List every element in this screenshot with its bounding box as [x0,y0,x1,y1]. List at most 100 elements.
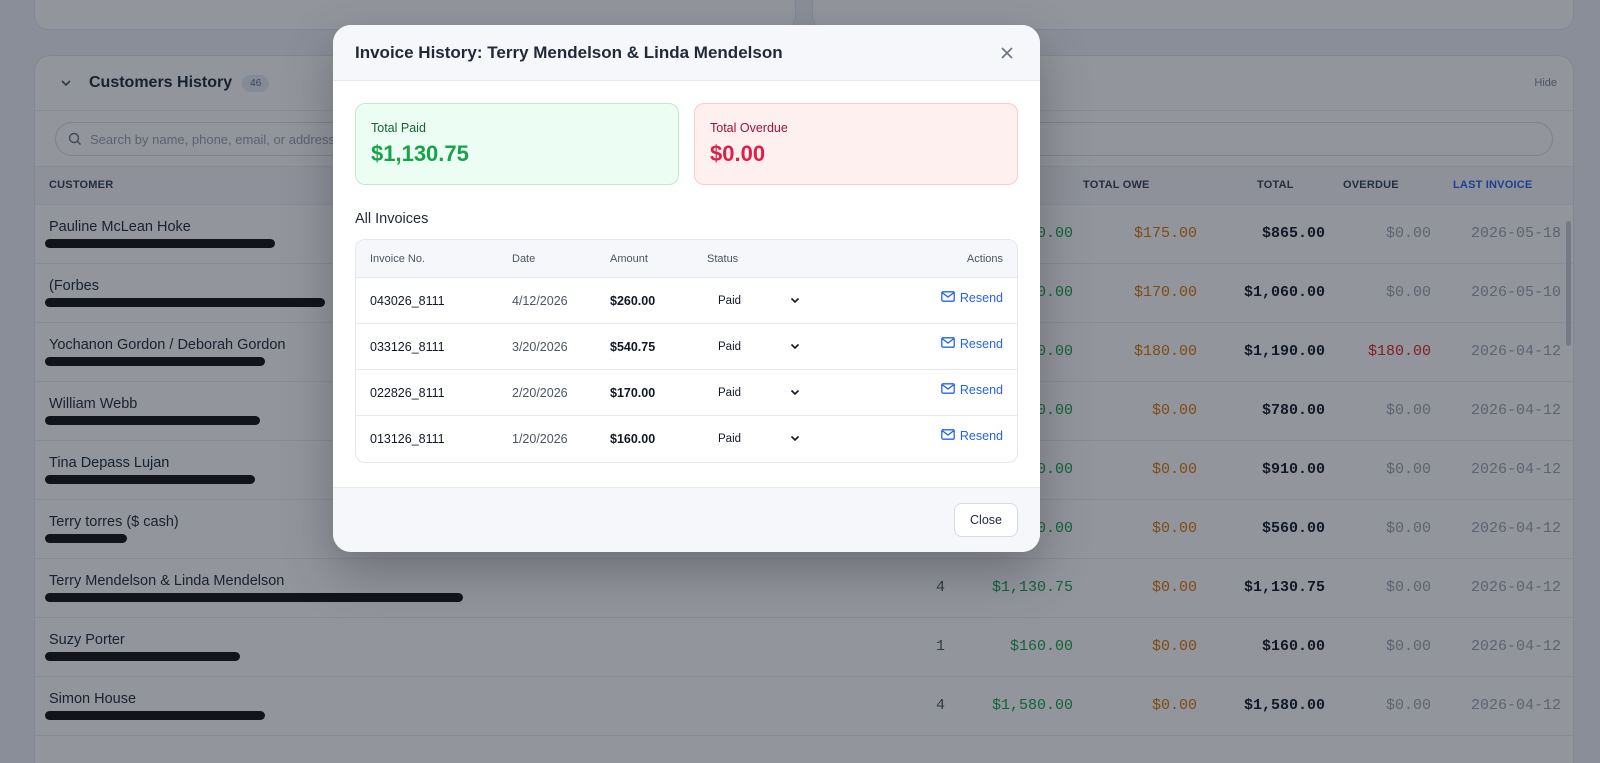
resend-label: Resend [959,291,1003,305]
count-badge: 46 [242,74,270,92]
hide-button[interactable]: Hide [1534,77,1557,89]
total-overdue-card: Total Overdue $0.00 [694,103,1018,185]
col-invoice-no: Invoice No. [370,253,426,265]
customer-name[interactable]: Simon House [49,691,137,707]
invoice-amount: $540.75 [610,340,656,354]
invoices-table: Invoice No. Date Amount Status Actions 0… [355,239,1018,463]
overdue-value: $0.00 [1385,697,1431,714]
close-icon[interactable] [996,42,1018,64]
status-value: Paid [718,433,742,445]
total-paid-label: Total Paid [371,121,426,135]
owe-value: $175.00 [1133,225,1197,242]
redacted-text [45,298,325,307]
invoice-row: 022826_8111 2/20/2026 $170.00 Paid Resend [356,370,1017,416]
table-row[interactable]: Terry Mendelson & Linda Mendelson 4 $1,130… [35,559,1573,618]
col-last-invoice[interactable]: LAST INVOICE [1453,179,1533,191]
invoice-number: 022826_8111 [370,386,445,400]
col-overdue[interactable]: OVERDUE [1343,179,1399,191]
customer-name[interactable]: Yochanon Gordon / Deborah Gordon [49,337,286,353]
close-button[interactable]: Close [954,503,1018,537]
redacted-text [45,239,275,248]
modal-footer: Close [333,487,1040,552]
owe-value: $0.00 [1151,579,1197,596]
redacted-text [45,711,265,720]
col-amount: Amount [610,253,648,265]
scrollbar[interactable] [1566,221,1571,346]
col-total-owe[interactable]: TOTAL OWE [1083,179,1150,191]
customer-name[interactable]: (Forbes [49,278,99,294]
paid-value: $160.00 [1009,638,1073,655]
paid-value: $1,130.75 [991,579,1073,596]
overdue-value: $0.00 [1385,461,1431,478]
total-value: $1,190.00 [1243,343,1325,360]
overdue-value: $0.00 [1385,638,1431,655]
resend-label: Resend [959,337,1003,351]
invoice-count: 4 [935,697,945,714]
owe-value: $0.00 [1151,638,1197,655]
owe-value: $0.00 [1151,402,1197,419]
overdue-value: $0.00 [1385,579,1431,596]
status-select[interactable]: Paid [714,427,804,451]
total-paid-card: Total Paid $1,130.75 [355,103,679,185]
invoice-number: 013126_8111 [370,432,445,446]
total-paid-value: $1,130.75 [371,141,469,166]
customer-name[interactable]: Suzy Porter [49,632,125,648]
table-row[interactable]: Simon House 4 $1,580.00 $0.00 $1,580.00 $0.00… [35,677,1573,736]
customer-name[interactable]: William Webb [49,396,138,412]
invoice-date: 4/12/2026 [512,294,568,308]
overdue-value: $0.00 [1385,402,1431,419]
table-row[interactable]: Suzy Porter 1 $160.00 $0.00 $160.00 $0.00 2026… [35,618,1573,677]
col-customer[interactable]: CUSTOMER [49,179,114,191]
total-value: $865.00 [1261,225,1325,242]
resend-button[interactable]: Resend [941,291,1003,305]
customer-name[interactable]: Tina Depass Lujan [49,455,170,471]
customer-name[interactable]: Terry Mendelson & Linda Mendelson [49,573,285,589]
resend-button[interactable]: Resend [941,383,1003,397]
paid-value: $1,580.00 [991,697,1073,714]
invoice-amount: $170.00 [610,386,656,400]
invoice-history-modal: Invoice History: Terry Mendelson & Linda… [333,25,1040,552]
last-invoice-date: 2026-04-12 [1470,638,1561,655]
total-value: $780.00 [1261,402,1325,419]
resend-button[interactable]: Resend [941,429,1003,443]
total-value: $1,130.75 [1243,579,1325,596]
chevron-down-icon [790,341,800,354]
chevron-down-icon[interactable] [57,74,75,92]
mail-icon [941,337,955,351]
total-value: $910.00 [1261,461,1325,478]
mail-icon [941,383,955,397]
invoice-amount: $160.00 [610,432,656,446]
last-invoice-date: 2026-04-12 [1470,461,1561,478]
customer-name[interactable]: Pauline McLean Hoke [49,219,191,235]
redacted-text [45,475,255,484]
invoice-count: 1 [935,638,945,655]
owe-value: $0.00 [1151,520,1197,537]
mail-icon [941,429,955,443]
invoice-row: 033126_8111 3/20/2026 $540.75 Paid Resend [356,324,1017,370]
col-actions: Actions [966,253,1003,265]
invoice-amount: $260.00 [610,294,656,308]
overdue-value: $180.00 [1367,343,1431,360]
overdue-value: $0.00 [1385,225,1431,242]
total-value: $160.00 [1261,638,1325,655]
status-value: Paid [718,341,742,353]
mail-icon [941,291,955,305]
invoice-row: 013126_8111 1/20/2026 $160.00 Paid Resend [356,416,1017,462]
redacted-text [45,593,463,602]
resend-button[interactable]: Resend [941,337,1003,351]
section-title: All Invoices [355,211,429,227]
resend-label: Resend [959,429,1003,443]
redacted-text [45,534,127,543]
status-select[interactable]: Paid [714,381,804,405]
overdue-value: $0.00 [1385,284,1431,301]
invoice-count: 4 [935,579,945,596]
status-select[interactable]: Paid [714,335,804,359]
chevron-down-icon [790,295,800,308]
customer-name[interactable]: Terry torres ($ cash) [49,514,179,530]
status-select[interactable]: Paid [714,289,804,313]
col-total[interactable]: TOTAL [1257,179,1294,191]
invoice-row: 043026_8111 4/12/2026 $260.00 Paid Resend [356,278,1017,324]
panel-title: Customers History [89,74,233,91]
invoice-date: 1/20/2026 [512,432,568,446]
last-invoice-date: 2026-04-12 [1470,520,1561,537]
